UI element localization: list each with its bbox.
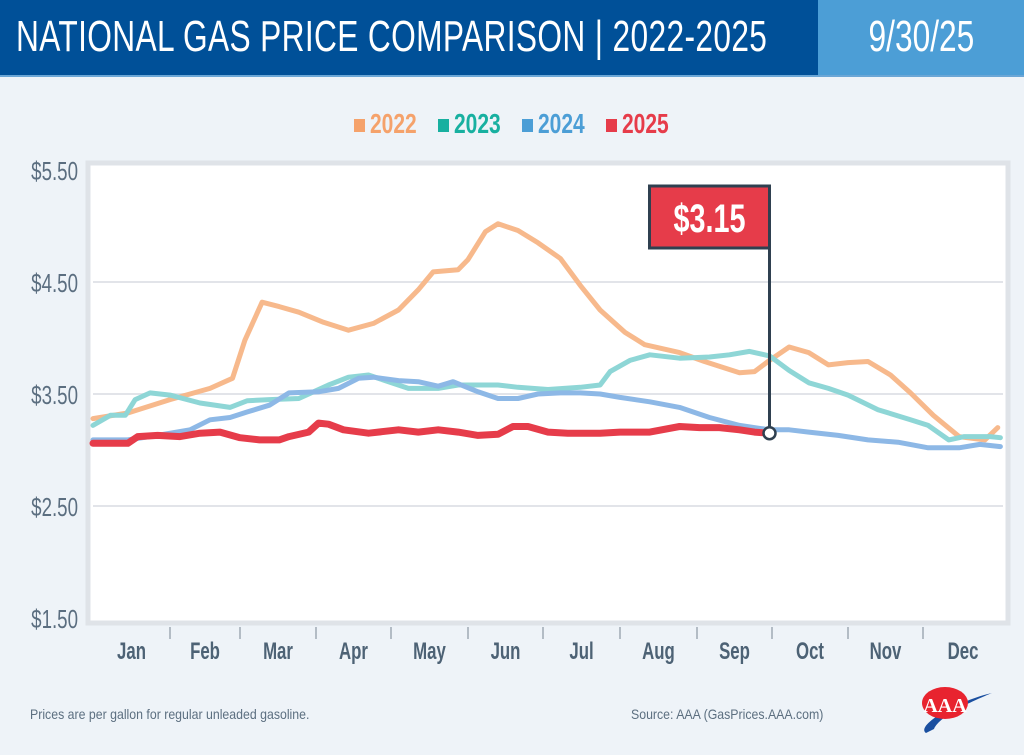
footer-note: Prices are per gallon for regular unlead… [30, 706, 348, 722]
series-line-2022 [90, 221, 1001, 443]
y-tick-label: $1.50 [31, 604, 78, 634]
logo-text: AAA [923, 695, 967, 717]
x-tick-label: Dec [948, 638, 979, 665]
legend-item-2024: 2024 [521, 108, 586, 140]
x-tick-label: Jun [491, 638, 521, 665]
x-tick-label: Mar [263, 638, 293, 665]
x-tick-label: Jul [569, 638, 593, 665]
legend-swatch [353, 119, 365, 132]
series-line-2025 [89, 419, 773, 447]
x-tick-label: Sep [719, 638, 750, 665]
x-tick-label: Apr [339, 638, 368, 665]
aaa-logo: AAA [922, 687, 992, 733]
legend-label: 2024 [537, 108, 585, 139]
callout-box [648, 184, 771, 250]
y-tick-label: $2.50 [31, 492, 78, 522]
x-tick-label: Oct [796, 638, 824, 665]
legend-item-2025: 2025 [605, 108, 670, 140]
y-tick-label: $4.50 [31, 268, 78, 298]
legend-swatch [437, 119, 449, 132]
legend-swatch [605, 119, 617, 132]
series-line-2024 [90, 374, 1003, 451]
x-tick-label: Jan [117, 638, 146, 665]
footer-source-text: Source: AAA (GasPrices.AAA.com) [631, 706, 824, 722]
footer-note-text: Prices are per gallon for regular unlead… [30, 706, 310, 722]
date-text: 9/30/25 [868, 12, 974, 61]
legend-swatch [521, 119, 533, 132]
header-bar: NATIONAL GAS PRICE COMPARISON | 2022-202… [0, 0, 818, 75]
legend-item-2022: 2022 [353, 108, 418, 140]
series-line-2023 [90, 348, 1003, 443]
page-title: NATIONAL GAS PRICE COMPARISON | 2022-202… [16, 12, 768, 61]
y-tick-label: $5.50 [31, 156, 78, 186]
logo-swoosh [924, 693, 992, 733]
logo-oval [922, 687, 968, 719]
x-tick-label: Aug [642, 638, 675, 665]
date-badge: 9/30/25 [818, 0, 1024, 75]
footer-source: Source: AAA (GasPrices.AAA.com) [631, 706, 850, 722]
x-tick-label: Feb [190, 638, 220, 665]
chart-legend: 2022 2023 2024 2025 [0, 108, 1024, 140]
legend-label: 2023 [453, 108, 501, 139]
legend-label: 2022 [369, 108, 417, 139]
x-tick-label: Nov [870, 638, 902, 665]
callout-marker [762, 425, 777, 441]
y-tick-label: $3.50 [31, 380, 78, 410]
legend-item-2023: 2023 [437, 108, 502, 140]
callout-label: $3.15 [673, 196, 745, 241]
x-tick-label: May [413, 638, 446, 665]
header-divider [0, 75, 1024, 77]
legend-label: 2025 [621, 108, 669, 139]
